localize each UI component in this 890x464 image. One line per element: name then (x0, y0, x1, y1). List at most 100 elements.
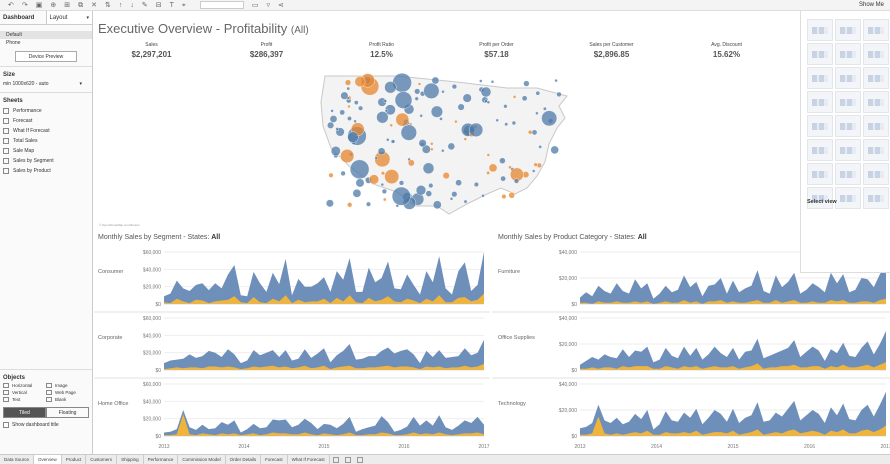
map-marker[interactable] (430, 142, 434, 146)
map-marker[interactable] (455, 179, 462, 186)
map-marker[interactable] (441, 90, 445, 94)
duplicate-icon[interactable]: ⧉ (78, 1, 84, 9)
chart-type-option[interactable] (835, 163, 861, 185)
map-marker[interactable] (354, 76, 366, 88)
map-marker[interactable] (479, 79, 483, 83)
sales-area[interactable] (580, 265, 886, 304)
map-marker[interactable] (381, 171, 386, 176)
map-marker[interactable] (447, 142, 455, 151)
map-marker[interactable] (384, 109, 389, 113)
size-select[interactable]: min 1000x620 - auto (0, 80, 92, 88)
map-marker[interactable] (346, 86, 350, 91)
map-marker[interactable] (541, 110, 558, 127)
sales-area[interactable] (164, 252, 484, 304)
sales-area[interactable] (580, 331, 886, 370)
map-marker[interactable] (335, 127, 339, 131)
presentation-icon[interactable]: ▭ (251, 1, 259, 9)
sort-desc-icon[interactable]: ↓ (130, 1, 134, 9)
chart-type-option[interactable] (835, 43, 861, 65)
object-item[interactable]: Blank (46, 397, 89, 402)
map-marker[interactable] (355, 178, 365, 188)
clear-icon[interactable]: ✕ (91, 1, 97, 9)
map-marker[interactable] (500, 175, 506, 182)
sheet-item[interactable]: Sales by Segment (0, 156, 92, 166)
chart-type-option[interactable] (807, 43, 833, 65)
map-marker[interactable] (468, 122, 484, 138)
chart-type-option[interactable] (863, 187, 889, 209)
map-marker[interactable] (417, 82, 422, 86)
show-title-checkbox[interactable]: Show dashboard title (0, 420, 92, 430)
object-item[interactable]: Vertical (3, 390, 46, 395)
object-item[interactable]: Horizontal (3, 383, 46, 388)
sheet-tab[interactable]: Data Source (0, 455, 35, 464)
map-marker[interactable] (330, 146, 341, 156)
map-marker[interactable] (425, 190, 432, 197)
sales-area[interactable] (580, 391, 886, 436)
map-marker[interactable] (556, 91, 562, 98)
sheet-tab[interactable]: Commission Model (178, 455, 226, 464)
chart-type-option[interactable] (863, 163, 889, 185)
map-marker[interactable] (451, 84, 458, 90)
sheet-item[interactable]: Sales by Product (0, 166, 92, 176)
map-marker[interactable] (454, 119, 458, 124)
map-marker[interactable] (486, 100, 491, 104)
map-marker[interactable] (376, 111, 389, 124)
profit-area[interactable] (164, 363, 484, 370)
tooltip-icon[interactable]: ▿ (266, 1, 270, 9)
object-item[interactable]: Text (3, 397, 46, 402)
map-marker[interactable] (462, 93, 472, 103)
object-item[interactable]: Web Page (46, 390, 89, 395)
sheet-item[interactable]: Total Sales (0, 136, 92, 146)
profit-area[interactable] (580, 298, 886, 304)
map-marker[interactable] (366, 201, 372, 207)
swap-icon[interactable]: ⇅ (105, 1, 111, 9)
map-marker[interactable] (423, 82, 440, 99)
map-marker[interactable] (328, 172, 334, 178)
sheet-item[interactable]: Sale Map (0, 146, 92, 156)
map-marker[interactable] (432, 200, 442, 210)
map-marker[interactable] (414, 96, 419, 101)
map-marker[interactable] (495, 118, 499, 122)
map-marker[interactable] (513, 178, 520, 184)
map-marker[interactable] (532, 169, 536, 173)
tab-layout[interactable]: Layout (45, 11, 92, 25)
map-marker[interactable] (499, 157, 506, 164)
map-marker[interactable] (451, 191, 458, 198)
map-marker[interactable] (383, 99, 387, 103)
map-marker[interactable] (394, 91, 413, 109)
map-marker[interactable] (481, 194, 485, 198)
label-icon[interactable]: T (169, 1, 174, 9)
map-marker[interactable] (386, 137, 390, 142)
map-marker[interactable] (381, 188, 388, 195)
map-marker[interactable] (395, 112, 410, 127)
device-phone[interactable]: Phone (6, 40, 21, 46)
new-sheet-icon[interactable]: ⊞ (64, 1, 71, 9)
chart-type-option[interactable] (807, 163, 833, 185)
map-marker[interactable] (414, 88, 421, 95)
map-marker[interactable] (486, 153, 490, 157)
sheet-item[interactable]: Forecast (0, 116, 92, 126)
sheet-tab[interactable]: Overview (34, 455, 62, 464)
map-marker[interactable] (349, 159, 370, 180)
sort-asc-icon[interactable]: ↑ (118, 1, 123, 9)
map-marker[interactable] (554, 78, 558, 83)
map-marker[interactable] (400, 124, 417, 141)
sheet-tab[interactable]: Customers (86, 455, 118, 464)
map-marker[interactable] (389, 123, 393, 127)
chart-type-option[interactable] (863, 67, 889, 89)
map-marker[interactable] (419, 114, 423, 118)
map-marker[interactable] (347, 104, 351, 109)
map-marker[interactable] (550, 145, 559, 155)
map-marker[interactable] (329, 115, 338, 123)
show-me-button[interactable]: Show Me (858, 2, 884, 8)
map-marker[interactable] (511, 120, 517, 126)
map-marker[interactable] (531, 129, 538, 136)
chart-type-option[interactable] (835, 19, 861, 41)
sales-area[interactable] (164, 339, 484, 370)
tiled-button[interactable]: Tiled (3, 407, 46, 418)
map-marker[interactable] (542, 106, 547, 111)
category-area-chart[interactable]: Furniture $0 $20,000 $40,000 Office Supplies… (492, 244, 890, 454)
map-marker[interactable] (428, 183, 434, 189)
sheet-item[interactable]: Performance (0, 106, 92, 116)
map-marker[interactable] (418, 139, 427, 148)
